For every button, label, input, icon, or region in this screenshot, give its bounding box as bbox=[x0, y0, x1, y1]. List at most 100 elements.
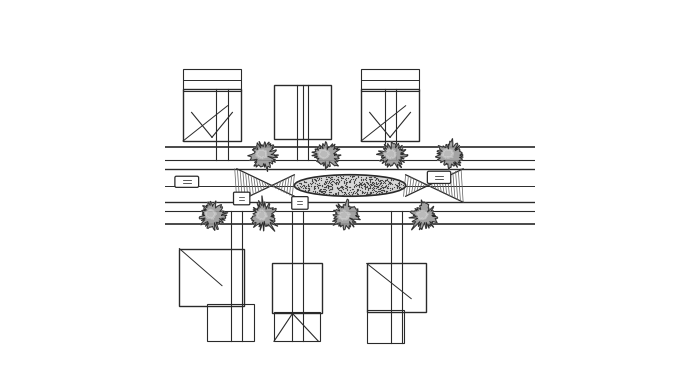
Point bbox=[337, 184, 348, 190]
Point bbox=[333, 180, 344, 186]
Point bbox=[342, 175, 354, 181]
Point bbox=[344, 192, 356, 198]
Point bbox=[309, 188, 321, 194]
Point bbox=[338, 184, 349, 190]
Point bbox=[365, 174, 377, 180]
Point bbox=[380, 183, 391, 189]
Point bbox=[325, 186, 336, 192]
Point bbox=[380, 188, 391, 194]
Point bbox=[365, 177, 376, 183]
Point bbox=[331, 190, 342, 196]
Point bbox=[308, 186, 319, 191]
Point bbox=[333, 174, 344, 180]
Point bbox=[306, 176, 317, 182]
Point bbox=[364, 183, 375, 189]
Point bbox=[349, 173, 360, 179]
Point bbox=[347, 190, 358, 196]
Point bbox=[333, 187, 344, 193]
Point bbox=[365, 189, 377, 195]
Point bbox=[309, 176, 321, 182]
Point bbox=[308, 188, 319, 194]
Point bbox=[368, 189, 379, 195]
Point bbox=[330, 174, 342, 180]
Point bbox=[366, 187, 377, 193]
Point bbox=[314, 180, 325, 186]
Point bbox=[369, 183, 380, 189]
Point bbox=[391, 182, 402, 188]
Point bbox=[348, 178, 359, 184]
Point bbox=[301, 184, 312, 190]
Point bbox=[361, 189, 372, 195]
Point bbox=[341, 175, 352, 181]
Point bbox=[371, 184, 382, 190]
Polygon shape bbox=[251, 196, 278, 231]
FancyBboxPatch shape bbox=[292, 197, 308, 209]
Point bbox=[314, 188, 326, 194]
Point bbox=[336, 183, 347, 189]
Point bbox=[384, 187, 395, 193]
Point bbox=[368, 182, 379, 188]
Point bbox=[335, 174, 346, 180]
Point bbox=[337, 175, 348, 181]
Point bbox=[295, 180, 307, 186]
Point bbox=[350, 183, 361, 189]
Polygon shape bbox=[384, 149, 396, 159]
Point bbox=[314, 182, 325, 188]
Point bbox=[375, 184, 386, 190]
Point bbox=[310, 177, 321, 183]
Point bbox=[293, 185, 304, 191]
Point bbox=[316, 189, 328, 195]
Point bbox=[349, 179, 360, 185]
Point bbox=[372, 183, 383, 189]
FancyBboxPatch shape bbox=[234, 192, 250, 205]
Point bbox=[320, 174, 331, 180]
Point bbox=[301, 179, 312, 185]
Point bbox=[366, 190, 377, 196]
Point bbox=[352, 187, 363, 193]
Point bbox=[355, 180, 366, 186]
Point bbox=[336, 177, 347, 183]
Point bbox=[364, 190, 375, 196]
Point bbox=[331, 181, 342, 187]
Point bbox=[337, 184, 348, 190]
Point bbox=[360, 189, 371, 195]
Point bbox=[355, 177, 366, 183]
Point bbox=[348, 183, 359, 189]
Point bbox=[303, 185, 314, 191]
Point bbox=[373, 178, 384, 184]
Point bbox=[372, 181, 383, 187]
FancyBboxPatch shape bbox=[428, 171, 451, 184]
Point bbox=[358, 183, 370, 189]
Point bbox=[341, 180, 352, 186]
Point bbox=[381, 177, 392, 183]
Point bbox=[393, 179, 404, 185]
Point bbox=[340, 189, 351, 195]
Point bbox=[312, 184, 323, 190]
Point bbox=[365, 181, 376, 187]
Point bbox=[369, 174, 380, 180]
Point bbox=[323, 180, 334, 186]
Point bbox=[378, 180, 389, 186]
Polygon shape bbox=[332, 199, 360, 230]
Point bbox=[327, 185, 338, 191]
Point bbox=[336, 183, 347, 188]
Point bbox=[353, 174, 364, 180]
Point bbox=[351, 181, 362, 187]
Point bbox=[368, 181, 379, 187]
Point bbox=[320, 184, 331, 190]
Point bbox=[377, 187, 388, 193]
Point bbox=[367, 179, 378, 185]
Point bbox=[386, 181, 398, 187]
Point bbox=[356, 185, 368, 191]
Point bbox=[382, 185, 393, 191]
Point bbox=[300, 184, 312, 190]
Point bbox=[351, 188, 363, 194]
Point bbox=[324, 186, 335, 192]
Point bbox=[378, 188, 389, 194]
Point bbox=[312, 183, 323, 189]
Point bbox=[296, 183, 307, 189]
Point bbox=[377, 186, 388, 191]
Point bbox=[326, 176, 337, 182]
Point bbox=[323, 185, 334, 191]
Point bbox=[389, 184, 400, 190]
